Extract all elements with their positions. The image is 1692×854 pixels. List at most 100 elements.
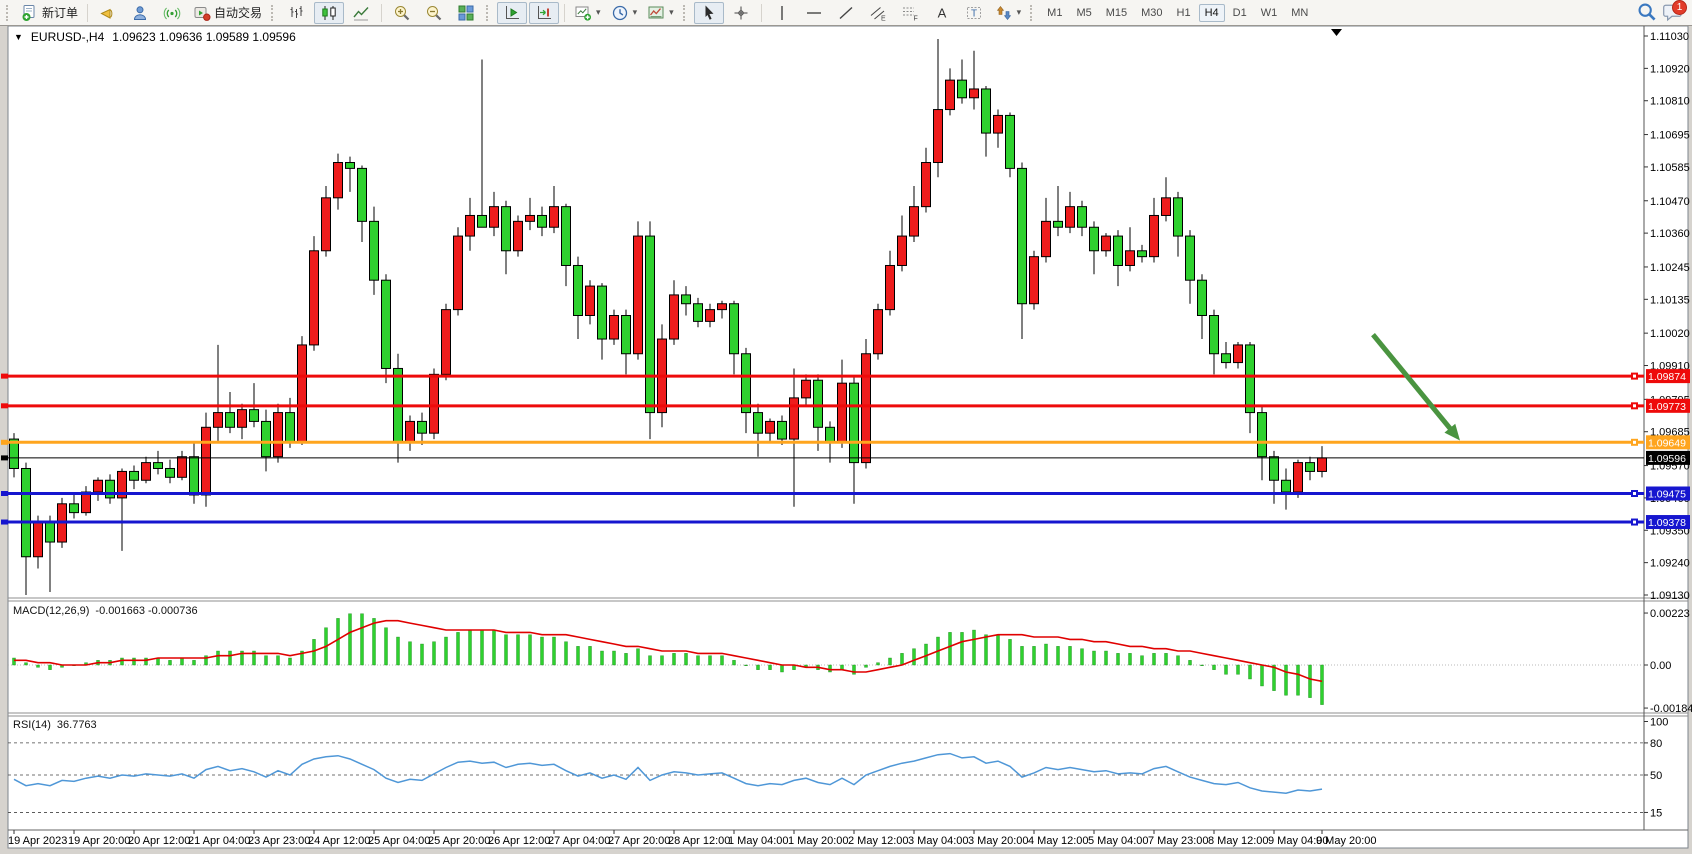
candlestick xyxy=(921,162,931,208)
alerts-button[interactable] xyxy=(93,2,123,24)
svg-text:1.09596: 1.09596 xyxy=(1648,453,1686,465)
scroll-to-end-marker[interactable] xyxy=(1331,29,1342,36)
line-chart-button[interactable] xyxy=(346,2,376,24)
rsi-pane: 100 80 50 15 xyxy=(8,717,1668,819)
toolbar-grip[interactable] xyxy=(486,4,492,21)
svg-text:2 May 12:00: 2 May 12:00 xyxy=(848,835,909,847)
horizontal-level-line[interactable]: 1.09378 xyxy=(1,515,1690,530)
periods-button[interactable]: ▾ xyxy=(607,2,642,24)
timeframe-m30-button[interactable]: M30 xyxy=(1141,6,1163,19)
timeframe-h1-button[interactable]: H1 xyxy=(1176,6,1191,19)
svg-text:80: 80 xyxy=(1650,738,1662,750)
candlestick xyxy=(585,285,595,317)
search-button[interactable] xyxy=(1636,2,1658,22)
trendline-button[interactable] xyxy=(831,2,861,24)
candlestick xyxy=(1293,462,1303,493)
svg-text:15: 15 xyxy=(1650,807,1662,819)
candlestick xyxy=(345,162,355,169)
bar-chart-button[interactable] xyxy=(282,2,312,24)
chevron-down-icon[interactable]: ▾ xyxy=(669,7,674,17)
auto-scroll-button[interactable] xyxy=(529,1,560,24)
timeframe-w1-button[interactable]: W1 xyxy=(1260,6,1278,19)
equidistant-channel-button[interactable]: E xyxy=(863,2,893,24)
candlestick xyxy=(441,309,451,375)
candlestick xyxy=(213,412,223,428)
toolbar-grip[interactable] xyxy=(271,4,277,21)
zoomout-icon xyxy=(425,4,443,22)
candlestick xyxy=(825,426,835,443)
timeframe-d1-button[interactable]: D1 xyxy=(1232,6,1247,19)
main-toolbar: 新订单 自动交易 ▾ ▾ ▾ E F A T ▾ M1 M5 M15 M30 H1 H4 D1 W1 MN xyxy=(0,0,1692,26)
tile-windows-button[interactable] xyxy=(451,2,481,24)
crosshair-button[interactable] xyxy=(726,2,756,24)
candlestick-chart-button[interactable] xyxy=(314,1,345,24)
autotrade-button[interactable]: 自动交易 xyxy=(189,2,266,24)
candlestick xyxy=(153,462,163,469)
candlestick xyxy=(597,285,607,340)
community-button[interactable] xyxy=(125,2,155,24)
arrows-button[interactable]: ▾ xyxy=(991,2,1026,24)
fibonacci-button[interactable]: F xyxy=(895,2,925,24)
labelT-icon: T xyxy=(965,4,983,22)
chart-menu-icon[interactable]: ▼ xyxy=(14,32,23,42)
zoom-out-button[interactable] xyxy=(419,2,449,24)
cursor-button[interactable] xyxy=(693,1,724,24)
rsi-name: RSI(14) xyxy=(13,719,51,731)
price-tag xyxy=(1646,486,1690,501)
new-order-button[interactable]: 新订单 xyxy=(17,2,82,24)
candlestick xyxy=(1089,226,1099,252)
toolbar-separator xyxy=(381,3,383,22)
candlestick xyxy=(1185,235,1195,281)
toolbar-right-group: 1 xyxy=(1636,0,1687,22)
candlestick xyxy=(381,279,391,369)
horizontal-level-line[interactable]: 1.09874 xyxy=(1,369,1690,384)
candlestick xyxy=(1029,256,1039,305)
candlestick xyxy=(465,214,475,237)
candlestick xyxy=(945,79,955,111)
chart-shift-button[interactable] xyxy=(497,1,528,24)
candlestick xyxy=(729,303,739,355)
chevron-down-icon[interactable]: ▾ xyxy=(632,7,638,17)
horizontal-level-line[interactable]: 1.09649 xyxy=(1,435,1690,450)
candlestick xyxy=(849,382,859,464)
zoom-in-button[interactable] xyxy=(387,2,417,24)
candlestick xyxy=(993,114,1003,134)
signals-button[interactable] xyxy=(157,2,187,24)
timeframe-m5-button[interactable]: M5 xyxy=(1076,6,1092,19)
horizontal-level-line[interactable]: 1.09773 xyxy=(1,398,1690,413)
horizontal-level-line[interactable]: 1.09475 xyxy=(1,486,1690,501)
chevron-down-icon[interactable]: ▾ xyxy=(596,7,601,17)
candlestick xyxy=(93,479,103,493)
macd-name: MACD(12,26,9) xyxy=(13,605,90,617)
timeframe-mn-button[interactable]: MN xyxy=(1291,6,1309,19)
chart-title-bar[interactable]: ▼ EURUSD-,H4 1.09623 1.09636 1.09589 1.0… xyxy=(14,30,296,44)
text-button[interactable]: A xyxy=(927,2,957,24)
timeframe-m1-button[interactable]: M1 xyxy=(1047,6,1063,19)
svg-text:20 Apr 12:00: 20 Apr 12:00 xyxy=(128,835,190,847)
candlestick xyxy=(609,315,619,340)
candlestick xyxy=(1161,197,1171,216)
toolbar-grip[interactable] xyxy=(1030,4,1036,21)
svg-text:50: 50 xyxy=(1650,770,1662,782)
timeframe-h4-button[interactable]: H4 xyxy=(1198,3,1225,22)
vertical-line-button[interactable] xyxy=(767,2,797,24)
candlestick xyxy=(525,214,535,222)
chevron-down-icon[interactable]: ▾ xyxy=(1016,7,1022,17)
horizontal-line-button[interactable] xyxy=(799,2,829,24)
candlestick xyxy=(33,520,43,558)
templates-button[interactable]: ▾ xyxy=(643,2,678,24)
text-label-button[interactable]: T xyxy=(959,2,989,24)
toolbar-grip[interactable] xyxy=(682,4,689,21)
trend-arrow[interactable] xyxy=(1371,333,1460,441)
svg-text:A: A xyxy=(937,5,946,20)
svg-text:21 Apr 04:00: 21 Apr 04:00 xyxy=(188,835,250,847)
indicators-button[interactable]: ▾ xyxy=(570,2,605,24)
zoomin-icon xyxy=(393,4,411,22)
toolbar-grip[interactable] xyxy=(6,4,12,21)
candlestick xyxy=(9,438,19,469)
candlestick xyxy=(189,456,199,496)
timeframe-m15-button[interactable]: M15 xyxy=(1105,6,1128,19)
notifications-button[interactable]: 1 xyxy=(1662,0,1687,22)
candlestick xyxy=(873,309,883,355)
